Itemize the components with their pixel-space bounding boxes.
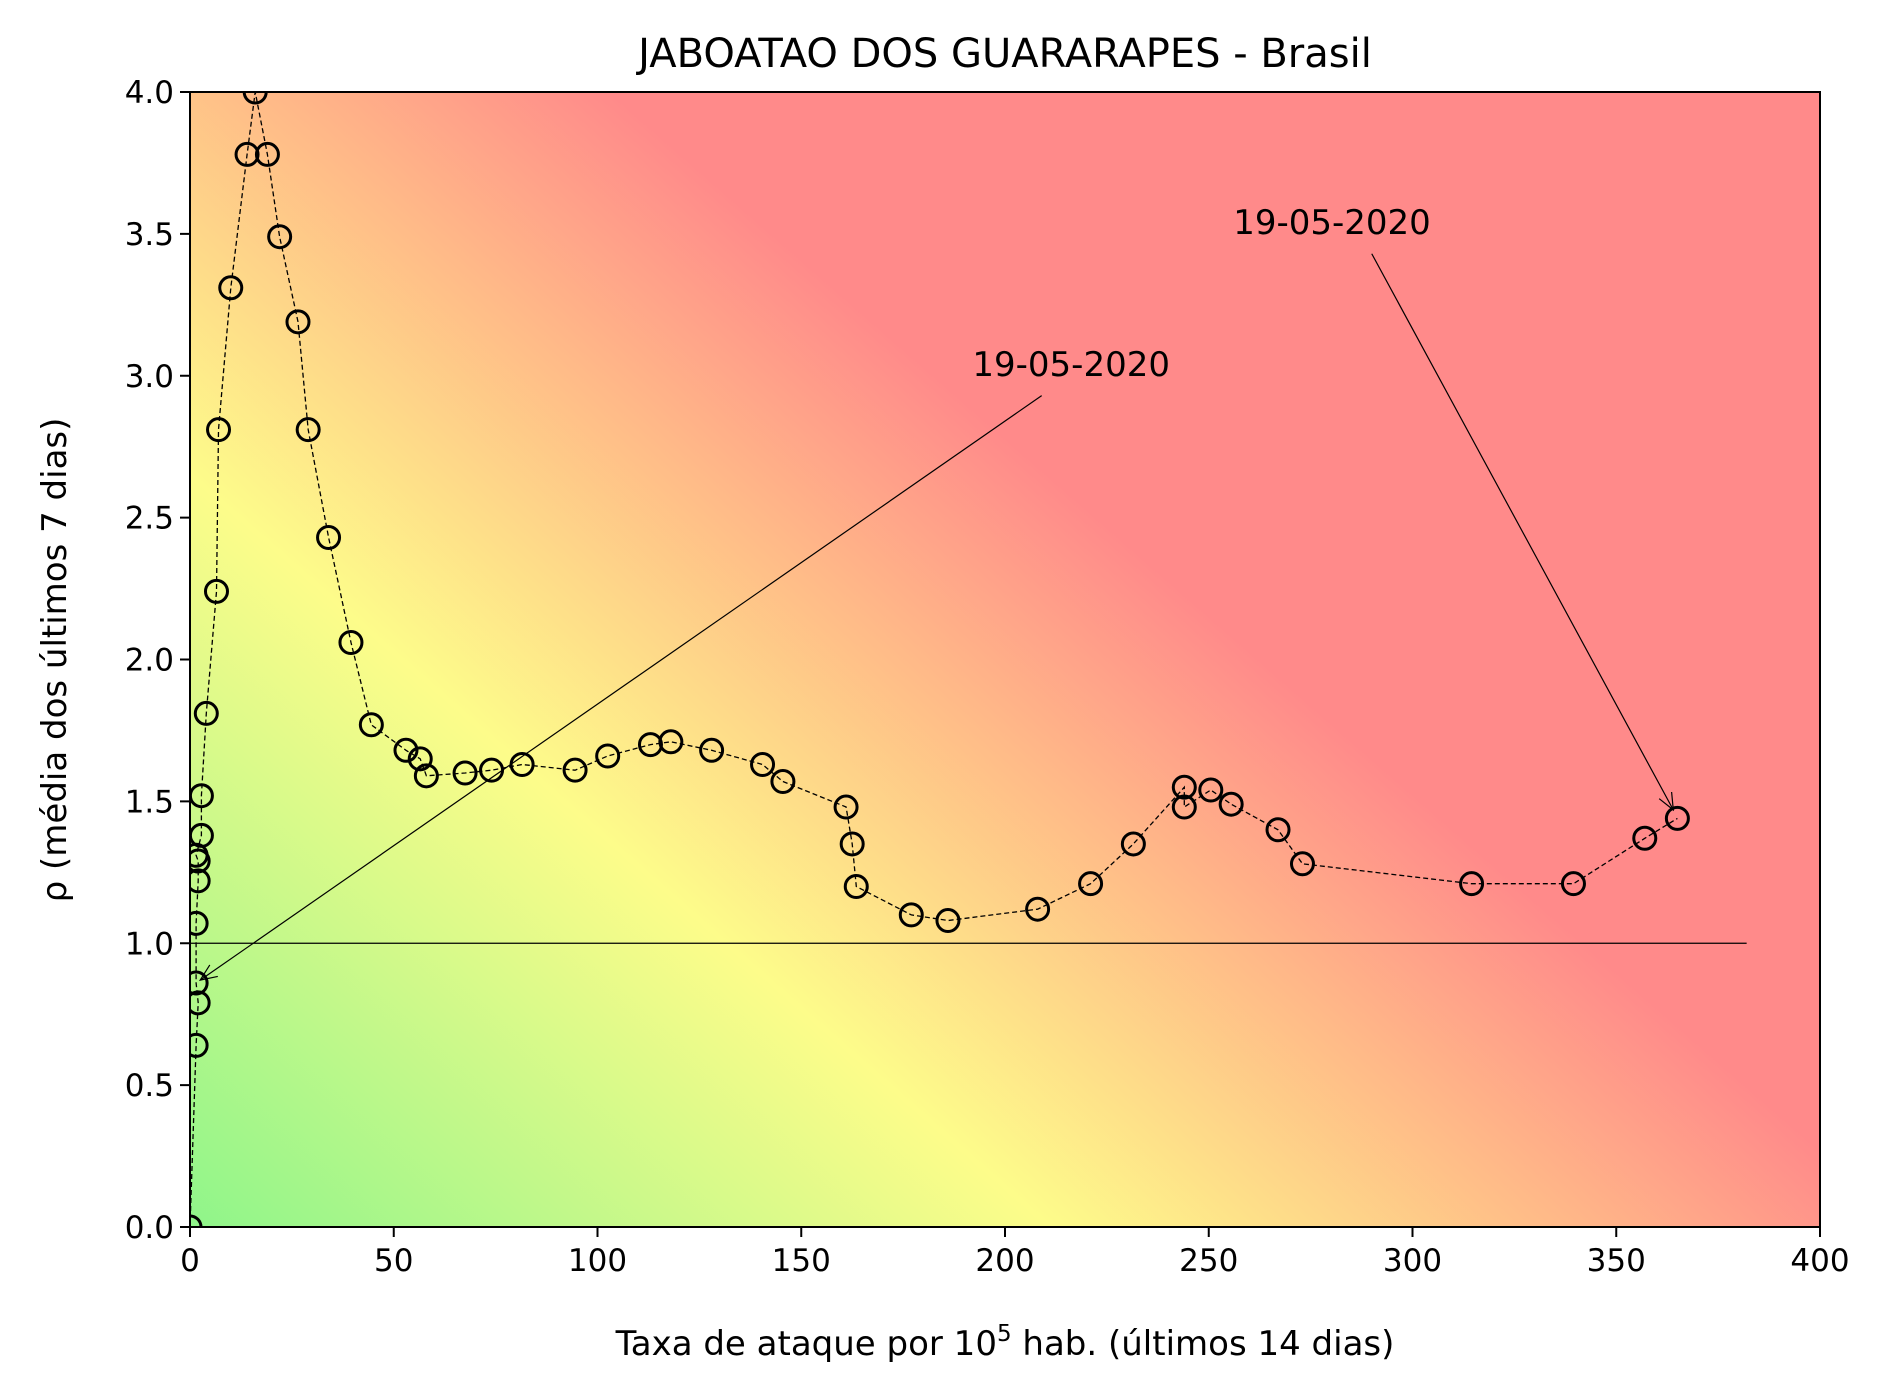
x-tick-label: 200 [975, 1243, 1034, 1279]
data-point [190, 848, 211, 874]
data-point [452, 760, 478, 786]
x-tick-label: 400 [1790, 1243, 1849, 1279]
x-tick-label: 350 [1587, 1243, 1646, 1279]
data-point [595, 743, 621, 769]
data-point [206, 417, 232, 443]
y-tick-label: 3.0 [125, 359, 174, 395]
data-point [193, 700, 219, 726]
y-tick-label: 2.0 [125, 643, 174, 679]
data-point [843, 874, 869, 899]
data-point [234, 141, 260, 167]
y-tick-label: 0.5 [125, 1068, 174, 1104]
data-point [833, 794, 859, 820]
data-point [1289, 851, 1315, 877]
annotation-arrow [1371, 253, 1674, 811]
data-point [316, 524, 342, 550]
annotation-label: 19-05-2020 [972, 345, 1170, 385]
data-point [1265, 817, 1291, 843]
data-point [413, 763, 439, 789]
data-point [1078, 871, 1104, 897]
data-point [1171, 774, 1197, 800]
x-tick-label: 50 [374, 1243, 413, 1279]
data-point [242, 92, 268, 105]
data-point [750, 751, 776, 777]
data-point [1459, 871, 1485, 897]
data-point [1025, 896, 1051, 922]
data-point [1171, 794, 1197, 820]
data-point [658, 729, 684, 755]
annotation-arrow [199, 395, 1043, 981]
data-point [338, 629, 364, 655]
data-point [358, 712, 384, 738]
annotation-label: 19-05-2020 [1233, 203, 1431, 243]
data-point [770, 769, 796, 795]
y-tick-label: 1.0 [125, 926, 174, 962]
y-axis-label: ρ (média dos últimos 7 dias) [35, 418, 75, 903]
data-point [203, 578, 229, 604]
data-point [1632, 825, 1658, 851]
x-tick-label: 100 [568, 1243, 627, 1279]
annotation-arrowhead [198, 964, 218, 981]
y-tick-label: 0.0 [125, 1210, 174, 1246]
data-point [1198, 777, 1224, 803]
data-point [190, 868, 211, 894]
data-point [190, 1032, 209, 1058]
data-point [285, 309, 311, 335]
data-point [1560, 871, 1586, 897]
series-line [190, 92, 1678, 1227]
x-tick-label: 250 [1179, 1243, 1238, 1279]
plot-background [190, 92, 1820, 1227]
x-tick-label: 150 [772, 1243, 831, 1279]
y-tick-label: 3.5 [125, 217, 174, 253]
x-tick-label: 300 [1383, 1243, 1442, 1279]
data-point [839, 831, 865, 857]
data-point [218, 275, 244, 301]
annotation-arrowhead [1658, 791, 1675, 812]
data-point [699, 737, 725, 763]
y-tick-label: 1.5 [125, 784, 174, 820]
data-point [190, 910, 209, 936]
data-point [295, 417, 321, 443]
data-point [190, 970, 209, 996]
data-point [190, 990, 211, 1016]
y-tick-label: 4.0 [125, 75, 174, 111]
data-point [1218, 791, 1244, 817]
x-tick-label: 0 [180, 1243, 200, 1279]
data-point [898, 902, 924, 928]
y-tick-label: 2.5 [125, 501, 174, 537]
data-point [1120, 831, 1146, 857]
data-point [407, 746, 433, 772]
data-point [393, 737, 419, 763]
data-point [267, 224, 293, 250]
x-axis-label: Taxa de ataque por 105 hab. (últimos 14 … [615, 1321, 1395, 1364]
x-axis-label-exponent: 5 [997, 1321, 1012, 1347]
data-point [254, 141, 280, 167]
chart-title: JABOATAO DOS GUARARAPES - Brasil [635, 31, 1372, 77]
data-point [1664, 805, 1690, 831]
data-point [562, 757, 588, 783]
data-point [935, 908, 961, 934]
